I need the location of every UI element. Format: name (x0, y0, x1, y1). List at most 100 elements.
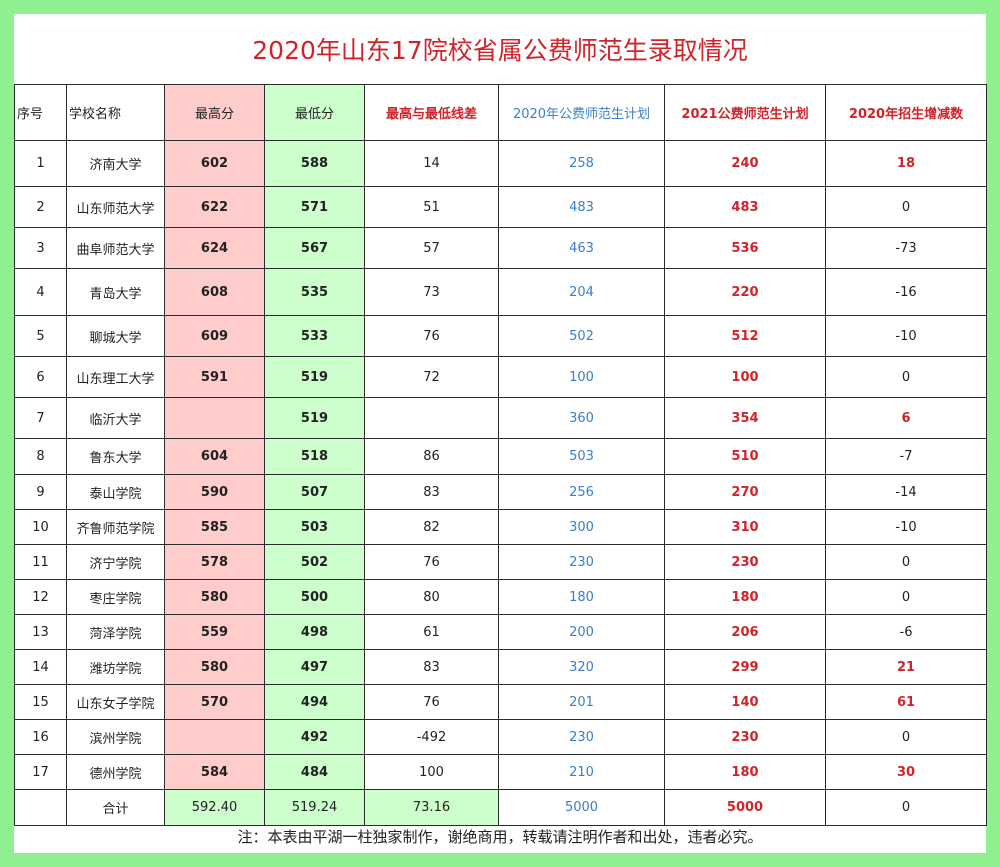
cell-index: 9 (14, 474, 67, 510)
table-row: 15 山东女子学院 570 494 76 201 140 61 (14, 684, 987, 720)
cell-score-diff: 83 (364, 474, 499, 510)
header-school-name: 学校名称 (66, 84, 165, 141)
cell-index: 14 (14, 649, 67, 685)
cell-change: -10 (825, 509, 987, 545)
total-change: 0 (825, 789, 987, 826)
cell-index: 1 (14, 140, 67, 187)
cell-index: 4 (14, 268, 67, 316)
cell-max-score: 580 (164, 579, 265, 615)
cell-change: -73 (825, 227, 987, 269)
cell-index: 5 (14, 315, 67, 357)
cell-school-name: 临沂大学 (66, 397, 165, 439)
cell-index: 11 (14, 544, 67, 580)
table-row: 2 山东师范大学 622 571 51 483 483 0 (14, 186, 987, 228)
header-plan-2021: 2021公费师范生计划 (664, 84, 826, 141)
cell-score-diff: 57 (364, 227, 499, 269)
cell-score-diff: 83 (364, 649, 499, 685)
cell-plan-2021: 240 (664, 140, 826, 187)
cell-school-name: 潍坊学院 (66, 649, 165, 685)
cell-min-score: 502 (264, 544, 365, 580)
cell-plan-2020: 320 (498, 649, 665, 685)
cell-plan-2021: 180 (664, 754, 826, 790)
cell-max-score: 578 (164, 544, 265, 580)
cell-plan-2020: 100 (498, 356, 665, 398)
cell-max-score: 624 (164, 227, 265, 269)
cell-plan-2020: 201 (498, 684, 665, 720)
table-row: 14 潍坊学院 580 497 83 320 299 21 (14, 649, 987, 685)
cell-change: 61 (825, 684, 987, 720)
cell-plan-2021: 100 (664, 356, 826, 398)
cell-plan-2020: 230 (498, 719, 665, 755)
table-row: 7 临沂大学 519 360 354 6 (14, 397, 987, 439)
cell-index: 17 (14, 754, 67, 790)
cell-plan-2021: 310 (664, 509, 826, 545)
total-row: 合计 592.40 519.24 73.16 5000 5000 0 (14, 789, 987, 826)
cell-plan-2021: 483 (664, 186, 826, 228)
cell-change: 0 (825, 356, 987, 398)
cell-min-score: 571 (264, 186, 365, 228)
cell-school-name: 德州学院 (66, 754, 165, 790)
cell-max-score: 608 (164, 268, 265, 316)
cell-change: -7 (825, 438, 987, 475)
cell-max-score: 570 (164, 684, 265, 720)
cell-plan-2021: 536 (664, 227, 826, 269)
table-row: 6 山东理工大学 591 519 72 100 100 0 (14, 356, 987, 398)
header-row: 序号 学校名称 最高分 最低分 最高与最低线差 2020年公费师范生计划 202… (14, 84, 987, 141)
cell-school-name: 聊城大学 (66, 315, 165, 357)
cell-school-name: 枣庄学院 (66, 579, 165, 615)
spreadsheet-sheet: 2020年山东17院校省属公费师范生录取情况 序号 学校名称 最高分 最低分 最… (14, 14, 987, 853)
cell-score-diff: 76 (364, 544, 499, 580)
cell-index: 2 (14, 186, 67, 228)
cell-min-score: 535 (264, 268, 365, 316)
cell-plan-2020: 360 (498, 397, 665, 439)
cell-change: 0 (825, 186, 987, 228)
cell-plan-2021: 510 (664, 438, 826, 475)
cell-index (14, 789, 67, 826)
cell-score-diff: 72 (364, 356, 499, 398)
cell-min-score: 519 (264, 397, 365, 439)
cell-min-score: 503 (264, 509, 365, 545)
header-score-diff: 最高与最低线差 (364, 84, 499, 141)
header-index: 序号 (14, 84, 67, 141)
cell-change: 0 (825, 579, 987, 615)
table-body: 1 济南大学 602 588 14 258 240 18 2 山东师范大学 622 571 51 483 4… (14, 140, 987, 826)
cell-plan-2021: 299 (664, 649, 826, 685)
cell-max-score: 585 (164, 509, 265, 545)
cell-score-diff: -492 (364, 719, 499, 755)
cell-change: 6 (825, 397, 987, 439)
cell-index: 7 (14, 397, 67, 439)
cell-plan-2021: 140 (664, 684, 826, 720)
cell-plan-2020: 256 (498, 474, 665, 510)
cell-school-name: 济宁学院 (66, 544, 165, 580)
cell-min-score: 567 (264, 227, 365, 269)
cell-plan-2020: 503 (498, 438, 665, 475)
cell-plan-2020: 258 (498, 140, 665, 187)
table-row: 8 鲁东大学 604 518 86 503 510 -7 (14, 438, 987, 475)
cell-max-score (164, 397, 265, 439)
cell-plan-2020: 300 (498, 509, 665, 545)
cell-max-score: 622 (164, 186, 265, 228)
cell-plan-2020: 180 (498, 579, 665, 615)
total-plan-2021: 5000 (664, 789, 826, 826)
cell-school-name: 山东理工大学 (66, 356, 165, 398)
cell-max-score: 591 (164, 356, 265, 398)
cell-plan-2020: 230 (498, 544, 665, 580)
cell-change: 18 (825, 140, 987, 187)
cell-index: 3 (14, 227, 67, 269)
cell-school-name: 山东师范大学 (66, 186, 165, 228)
cell-plan-2020: 502 (498, 315, 665, 357)
table-row: 3 曲阜师范大学 624 567 57 463 536 -73 (14, 227, 987, 269)
cell-score-diff: 76 (364, 315, 499, 357)
cell-min-score: 498 (264, 614, 365, 650)
cell-score-diff: 86 (364, 438, 499, 475)
table-row: 12 枣庄学院 580 500 80 180 180 0 (14, 579, 987, 615)
cell-score-diff: 76 (364, 684, 499, 720)
cell-index: 10 (14, 509, 67, 545)
cell-min-score: 519 (264, 356, 365, 398)
total-label: 合计 (66, 789, 165, 826)
table-row: 17 德州学院 584 484 100 210 180 30 (14, 754, 987, 790)
cell-index: 16 (14, 719, 67, 755)
cell-max-score: 602 (164, 140, 265, 187)
cell-score-diff (364, 397, 499, 439)
cell-change: 21 (825, 649, 987, 685)
